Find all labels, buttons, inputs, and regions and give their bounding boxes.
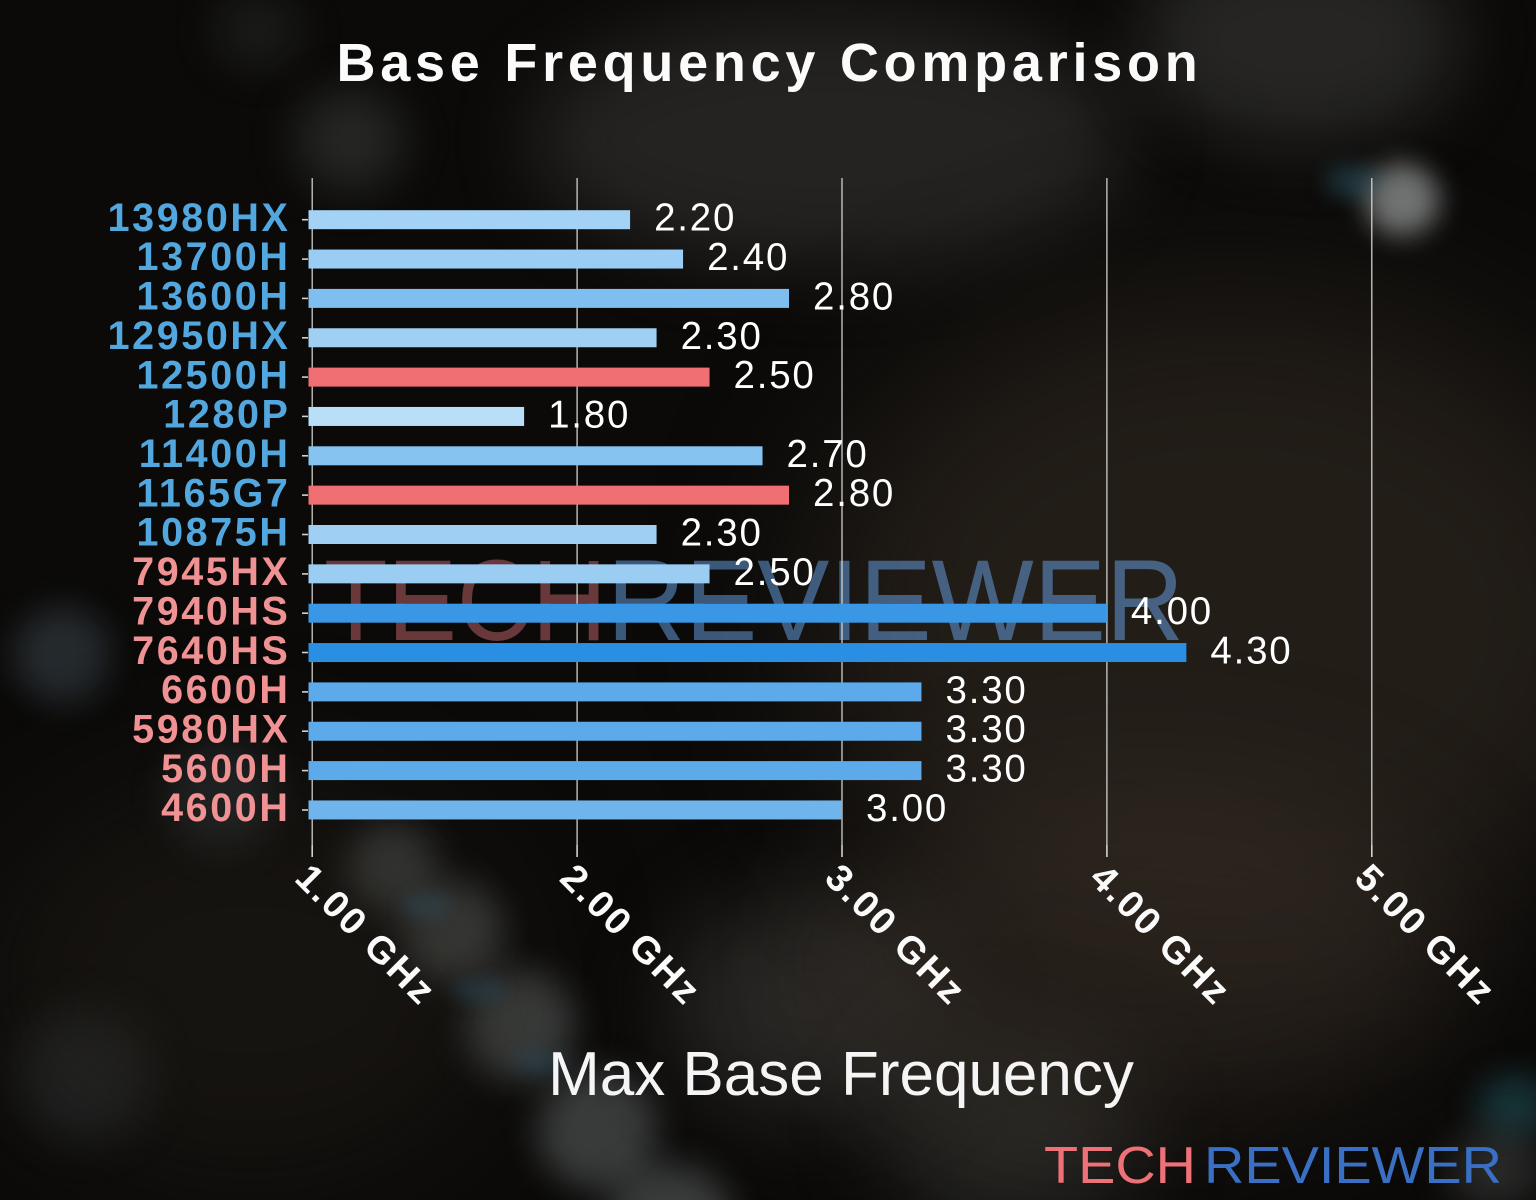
- svg-text:7640HS: 7640HS: [132, 629, 290, 673]
- svg-text:13700H: 13700H: [137, 235, 291, 279]
- svg-text:2.30: 2.30: [681, 315, 763, 358]
- svg-text:5.00 GHz: 5.00 GHz: [1346, 857, 1503, 1014]
- svg-text:1165G7: 1165G7: [137, 471, 291, 515]
- svg-text:Max Base Frequency: Max Base Frequency: [548, 1040, 1134, 1109]
- svg-text:2.20: 2.20: [654, 197, 736, 240]
- svg-text:7945HX: 7945HX: [132, 550, 290, 594]
- svg-text:7940HS: 7940HS: [132, 589, 290, 633]
- svg-text:5600H: 5600H: [161, 747, 290, 791]
- svg-text:2.30: 2.30: [681, 512, 763, 555]
- svg-text:1.80: 1.80: [548, 393, 630, 436]
- svg-text:10875H: 10875H: [137, 511, 291, 555]
- svg-text:2.70: 2.70: [787, 433, 869, 476]
- svg-text:TECH: TECH: [1044, 1137, 1196, 1195]
- svg-text:2.50: 2.50: [734, 551, 816, 594]
- svg-text:4.00 GHz: 4.00 GHz: [1082, 857, 1239, 1014]
- svg-text:4.00: 4.00: [1131, 590, 1213, 633]
- svg-text:3.00 GHz: 3.00 GHz: [817, 857, 974, 1014]
- svg-text:2.80: 2.80: [813, 275, 895, 318]
- svg-text:1.00 GHz: 1.00 GHz: [287, 857, 444, 1014]
- svg-text:Base Frequency Comparison: Base Frequency Comparison: [337, 33, 1203, 93]
- svg-text:13980HX: 13980HX: [108, 196, 291, 240]
- svg-text:2.40: 2.40: [707, 236, 789, 279]
- svg-text:4600H: 4600H: [161, 786, 290, 830]
- svg-text:2.00 GHz: 2.00 GHz: [552, 857, 709, 1014]
- svg-text:2.80: 2.80: [813, 472, 895, 515]
- svg-text:3.30: 3.30: [946, 708, 1028, 751]
- svg-text:3.30: 3.30: [946, 669, 1028, 712]
- svg-text:4.30: 4.30: [1210, 630, 1292, 673]
- svg-text:5980HX: 5980HX: [132, 708, 290, 752]
- svg-text:3.00: 3.00: [866, 787, 948, 830]
- svg-text:12950HX: 12950HX: [108, 314, 291, 358]
- svg-text:2.50: 2.50: [734, 354, 816, 397]
- svg-text:REVIEWER: REVIEWER: [1204, 1137, 1502, 1195]
- svg-text:13600H: 13600H: [137, 275, 291, 319]
- svg-text:6600H: 6600H: [161, 668, 290, 712]
- svg-text:3.30: 3.30: [946, 748, 1028, 791]
- svg-text:1280P: 1280P: [163, 393, 290, 437]
- svg-text:12500H: 12500H: [137, 353, 291, 397]
- svg-text:11400H: 11400H: [139, 432, 291, 476]
